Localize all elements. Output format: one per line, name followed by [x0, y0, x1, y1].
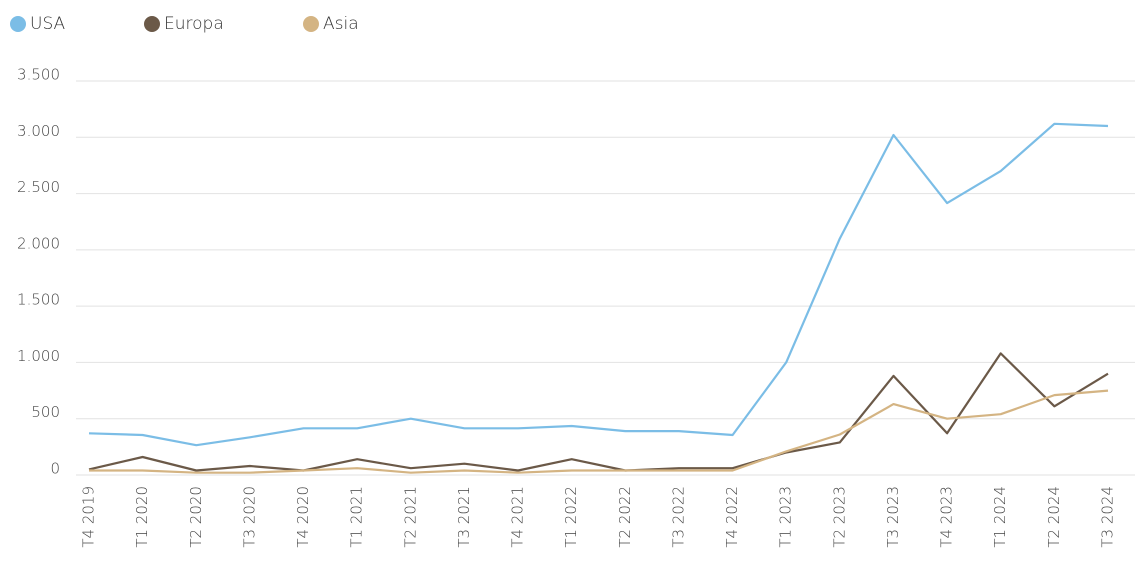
x-tick-label: T3 2024	[1099, 486, 1117, 548]
x-tick-label: T2 2024	[1045, 486, 1063, 548]
x-tick-label: T4 2023	[938, 486, 956, 548]
x-tick-label: T4 2022	[723, 486, 741, 548]
y-tick-label: 2.500	[17, 178, 60, 196]
y-tick-label: 3.000	[17, 122, 60, 140]
x-tick-label: T4 2021	[509, 486, 527, 548]
x-tick-label: T2 2021	[401, 486, 419, 548]
x-tick-label: T1 2021	[348, 486, 366, 548]
x-tick-label: T1 2023	[777, 486, 795, 548]
x-tick-label: T3 2021	[455, 486, 473, 548]
x-tick-label: T2 2023	[830, 486, 848, 548]
x-tick-label: T3 2020	[240, 486, 258, 548]
legend-marker	[303, 16, 319, 32]
x-tick-label: T4 2019	[80, 486, 98, 548]
legend-label: USA	[30, 14, 66, 34]
y-tick-label: 1.500	[17, 291, 60, 309]
x-tick-label: T1 2020	[133, 486, 151, 548]
series-line	[88, 352, 1109, 472]
x-tick-label: T3 2023	[884, 486, 902, 548]
series-line	[89, 389, 1109, 474]
y-tick-label: 1.000	[17, 347, 60, 365]
y-tick-label: 500	[31, 403, 60, 421]
x-tick-label: T3 2022	[669, 486, 687, 548]
y-tick-label: 2.000	[17, 234, 60, 252]
x-tick-label: T2 2020	[187, 486, 205, 548]
legend-marker	[144, 16, 160, 32]
series-line	[88, 122, 1109, 447]
x-tick-label: T1 2022	[562, 486, 580, 548]
y-tick-label: 3.500	[17, 66, 60, 84]
legend-marker	[10, 16, 26, 32]
x-tick-label: T1 2024	[991, 486, 1009, 548]
x-tick-label: T2 2022	[616, 486, 634, 548]
x-tick-label: T4 2020	[294, 486, 312, 548]
legend-label: Asia	[323, 14, 359, 34]
y-tick-label: 0	[50, 460, 60, 478]
legend-label: Europa	[164, 14, 224, 34]
